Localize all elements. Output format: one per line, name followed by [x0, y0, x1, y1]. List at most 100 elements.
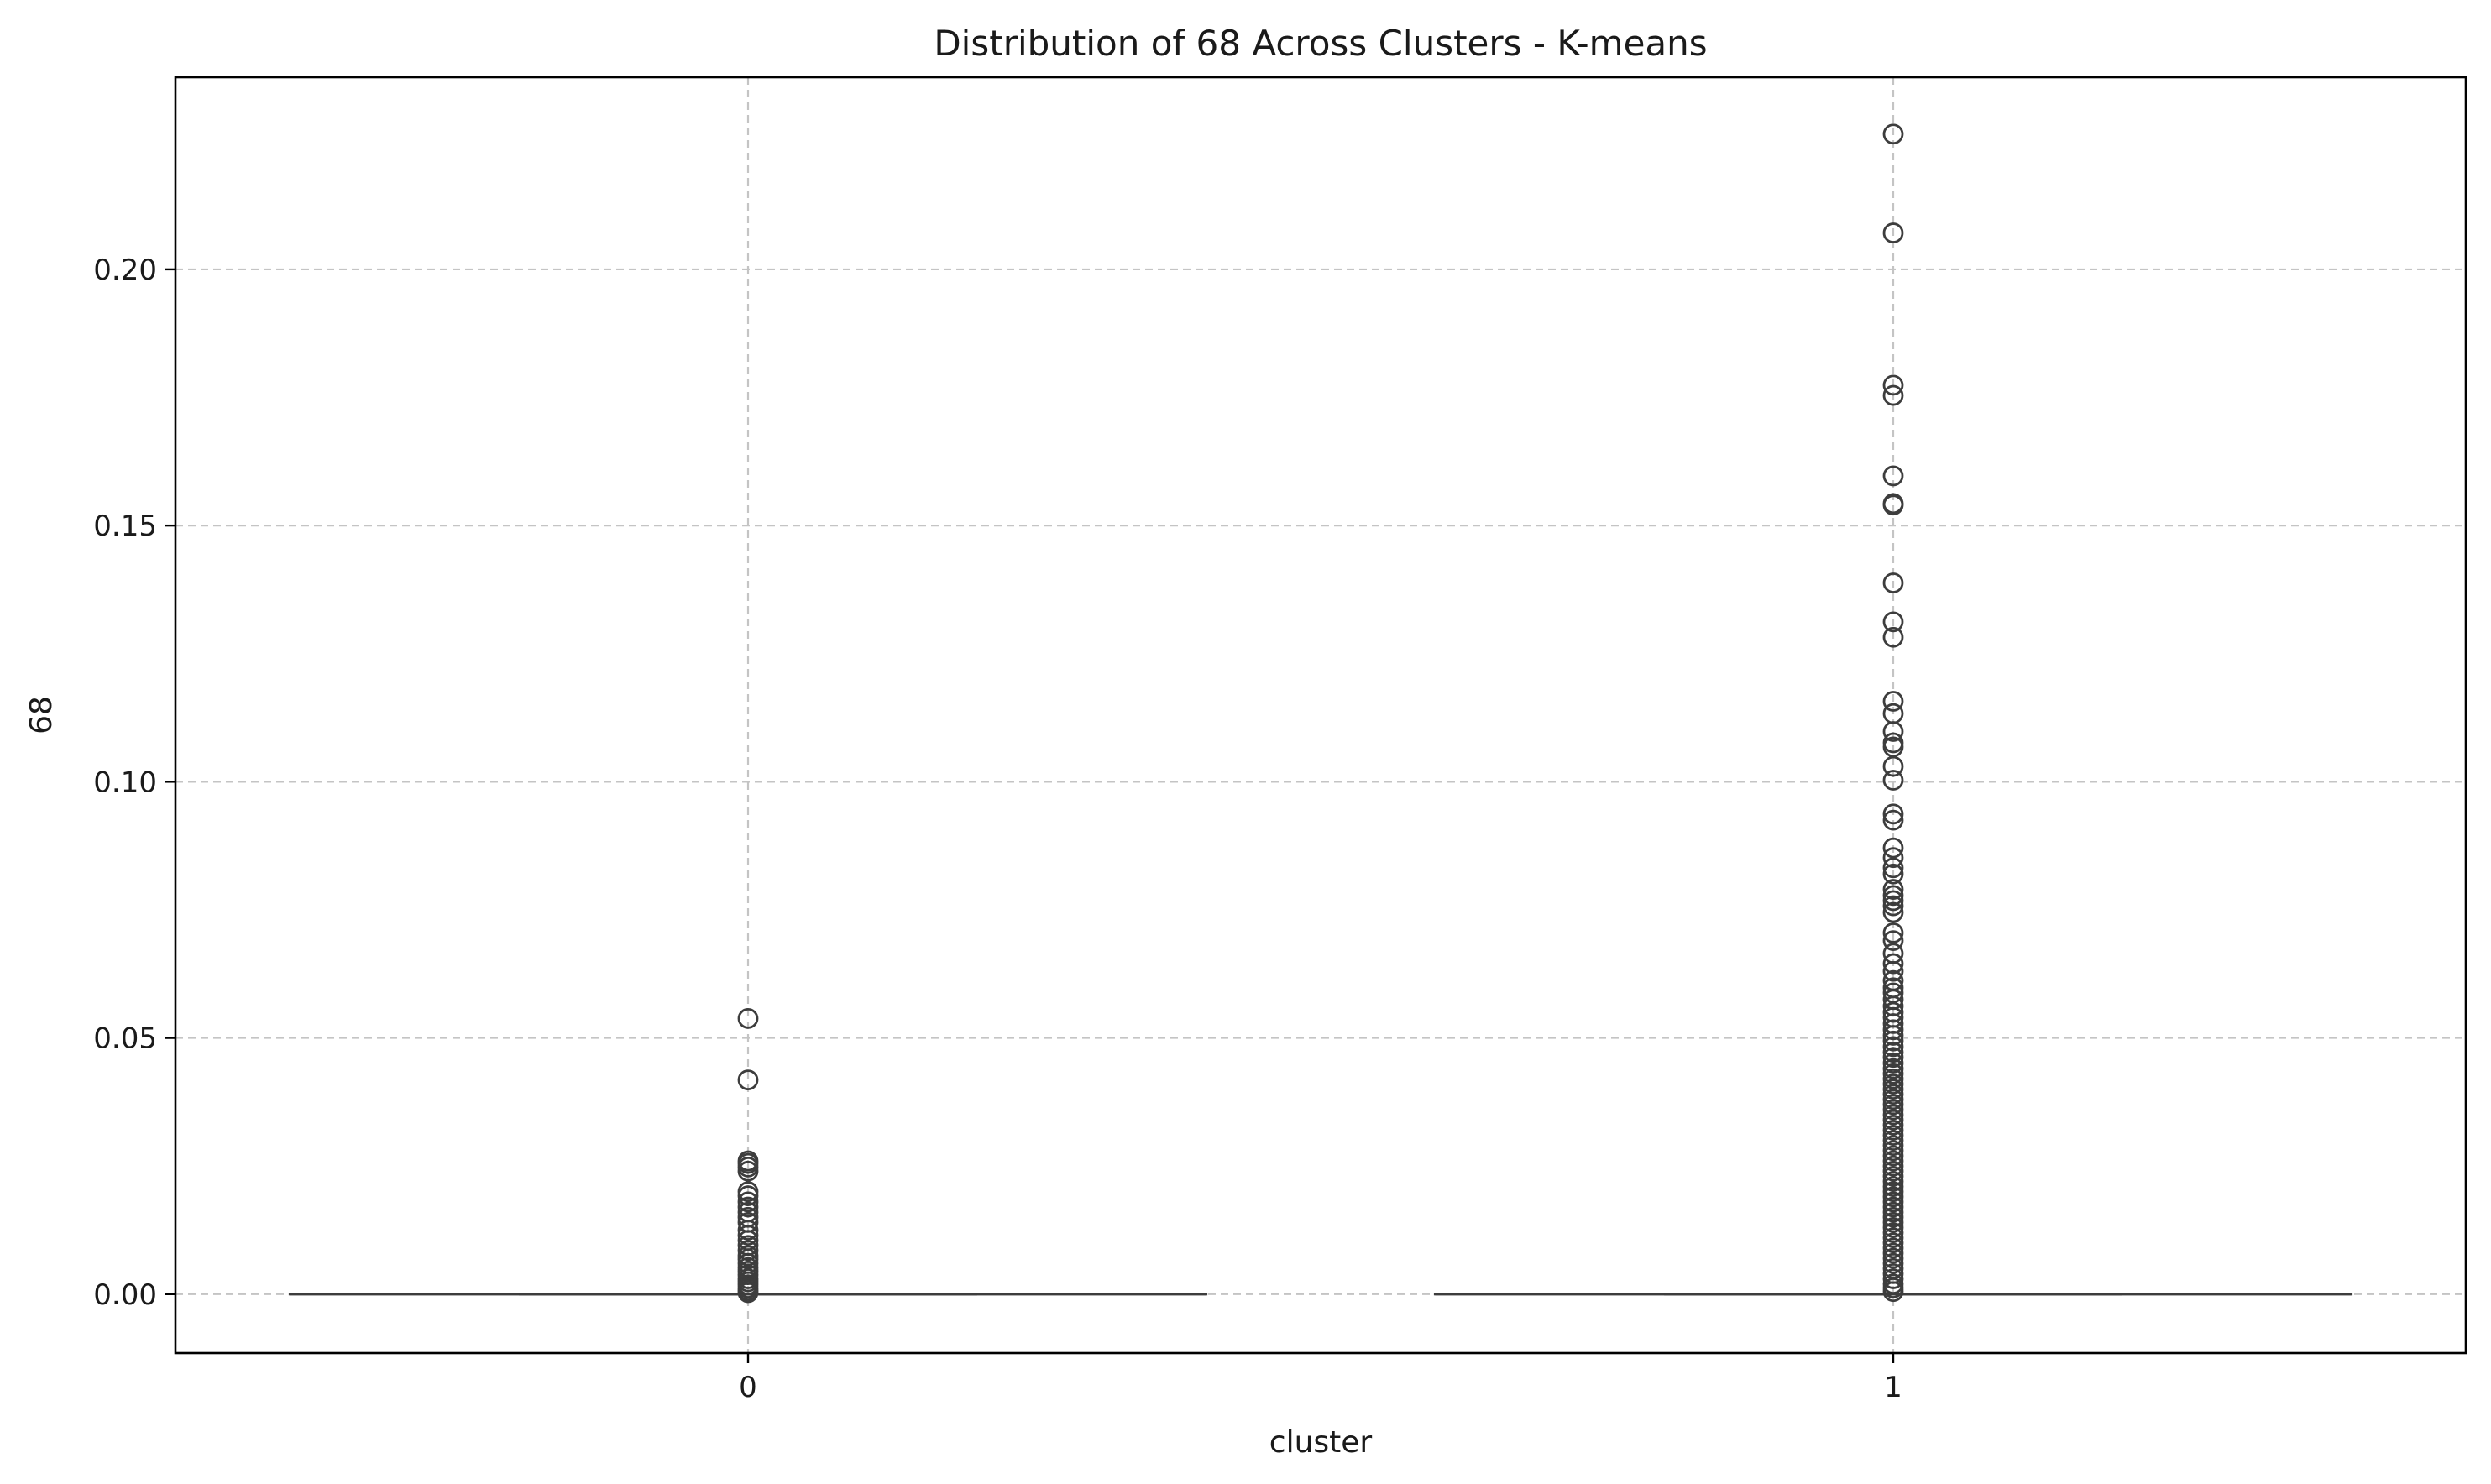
- outlier-point: [1882, 930, 1904, 951]
- outlier-point: [1882, 1165, 1904, 1187]
- outlier-point: [1882, 1036, 1904, 1058]
- outlier-point: [1882, 1099, 1904, 1121]
- x-tick-label: 0: [739, 1371, 757, 1404]
- outlier-point: [1882, 384, 1904, 406]
- outlier-point: [1882, 885, 1904, 907]
- outlier-point: [1882, 1069, 1904, 1089]
- outlier-point: [1882, 1019, 1904, 1041]
- outlier-point: [1882, 1181, 1904, 1203]
- outlier-point: [1882, 1196, 1904, 1218]
- outlier-point: [1882, 721, 1904, 742]
- outlier-point: [1882, 1063, 1904, 1084]
- outlier-point: [1882, 953, 1904, 975]
- outlier-point: [1882, 1171, 1904, 1192]
- outlier-point: [737, 1069, 759, 1091]
- outlier-point: [1882, 626, 1904, 648]
- outlier-point: [1882, 1104, 1904, 1126]
- outlier-point: [1882, 1053, 1904, 1074]
- outlier-point: [737, 1185, 759, 1206]
- outlier-point: [1882, 1160, 1904, 1182]
- plot-frame: [174, 76, 2467, 1355]
- outlier-points: [737, 123, 1904, 1304]
- outlier-point: [1882, 809, 1904, 831]
- x-tick-label: 1: [1884, 1371, 1902, 1404]
- outlier-point: [1882, 1089, 1904, 1110]
- outlier-point: [1882, 1155, 1904, 1177]
- outlier-point: [1882, 1120, 1904, 1141]
- outlier-point: [1882, 1191, 1904, 1213]
- outlier-point: [1882, 1030, 1904, 1052]
- x-axis-label: cluster: [1269, 1425, 1373, 1460]
- outlier-point: [1882, 1252, 1904, 1274]
- outlier-point: [737, 1240, 759, 1262]
- outlier-point: [737, 1220, 759, 1241]
- chart-title: Distribution of 68 Across Clusters - K-m…: [934, 23, 1707, 64]
- outlier-point: [1882, 1025, 1904, 1046]
- outlier-point: [1882, 803, 1904, 825]
- outlier-point: [1882, 1211, 1904, 1233]
- y-axis-label: 68: [24, 696, 59, 734]
- outlier-point: [1882, 1145, 1904, 1167]
- outlier-point: [1882, 1227, 1904, 1249]
- outlier-point: [1882, 1094, 1904, 1116]
- outlier-point: [1882, 494, 1904, 516]
- outlier-point: [1882, 1217, 1904, 1238]
- outlier-point: [1882, 1268, 1904, 1289]
- outlier-point: [1882, 922, 1904, 943]
- outlier-point: [1882, 1201, 1904, 1223]
- outlier-point: [1882, 611, 1904, 633]
- outlier-point: [737, 1160, 759, 1182]
- outlier-point: [1882, 1237, 1904, 1259]
- outlier-point: [737, 1282, 759, 1304]
- y-axis-ticks: 0.00 0.05 0.10 0.15 0.20: [93, 253, 175, 1312]
- outlier-point: [1882, 1242, 1904, 1264]
- y-tick-label: 0.15: [93, 509, 157, 543]
- outlier-point: [1882, 837, 1904, 859]
- outlier-point: [1882, 222, 1904, 243]
- y-tick-label: 0.05: [93, 1022, 157, 1056]
- outlier-point: [1882, 1206, 1904, 1228]
- outlier-point: [737, 1196, 759, 1218]
- outlier-point: [1882, 1222, 1904, 1243]
- outlier-point: [1882, 755, 1904, 777]
- outlier-point: [1882, 1140, 1904, 1162]
- outlier-point: [1882, 465, 1904, 487]
- y-tick-label: 0.10: [93, 766, 157, 799]
- outlier-point: [1882, 691, 1904, 712]
- outlier-point: [1882, 863, 1904, 885]
- outlier-point: [1882, 1176, 1904, 1198]
- outlier-point: [737, 1191, 759, 1213]
- outlier-point: [1882, 1074, 1904, 1095]
- outlier-point: [1882, 374, 1904, 396]
- outlier-point: [1882, 895, 1904, 917]
- outlier-point: [1882, 890, 1904, 912]
- outlier-point: [1882, 1135, 1904, 1157]
- outlier-point: [1882, 1247, 1904, 1269]
- outlier-point: [1882, 123, 1904, 145]
- outlier-point: [1882, 1150, 1904, 1172]
- outlier-point: [1882, 770, 1904, 791]
- outlier-point: [1882, 1058, 1904, 1079]
- outlier-point: [737, 1225, 759, 1246]
- outlier-point: [1882, 1232, 1904, 1254]
- outlier-point: [1882, 1079, 1904, 1100]
- outlier-point: [737, 1007, 759, 1029]
- y-tick-label: 0.20: [93, 253, 157, 287]
- outlier-point: [1882, 879, 1904, 900]
- outlier-point: [1882, 1109, 1904, 1131]
- outlier-point: [1882, 960, 1904, 982]
- outlier-point: [1882, 1186, 1904, 1208]
- y-tick-label: 0.00: [93, 1278, 157, 1312]
- outlier-point: [1882, 1042, 1904, 1063]
- outlier-point: [1882, 572, 1904, 593]
- outlier-point: [1882, 1047, 1904, 1069]
- outlier-point: [1882, 847, 1904, 869]
- outlier-point: [1882, 1114, 1904, 1136]
- outlier-point: [1882, 1125, 1904, 1146]
- outlier-point: [1882, 1281, 1904, 1303]
- outlier-point: [1882, 1130, 1904, 1152]
- outlier-point: [1882, 901, 1904, 923]
